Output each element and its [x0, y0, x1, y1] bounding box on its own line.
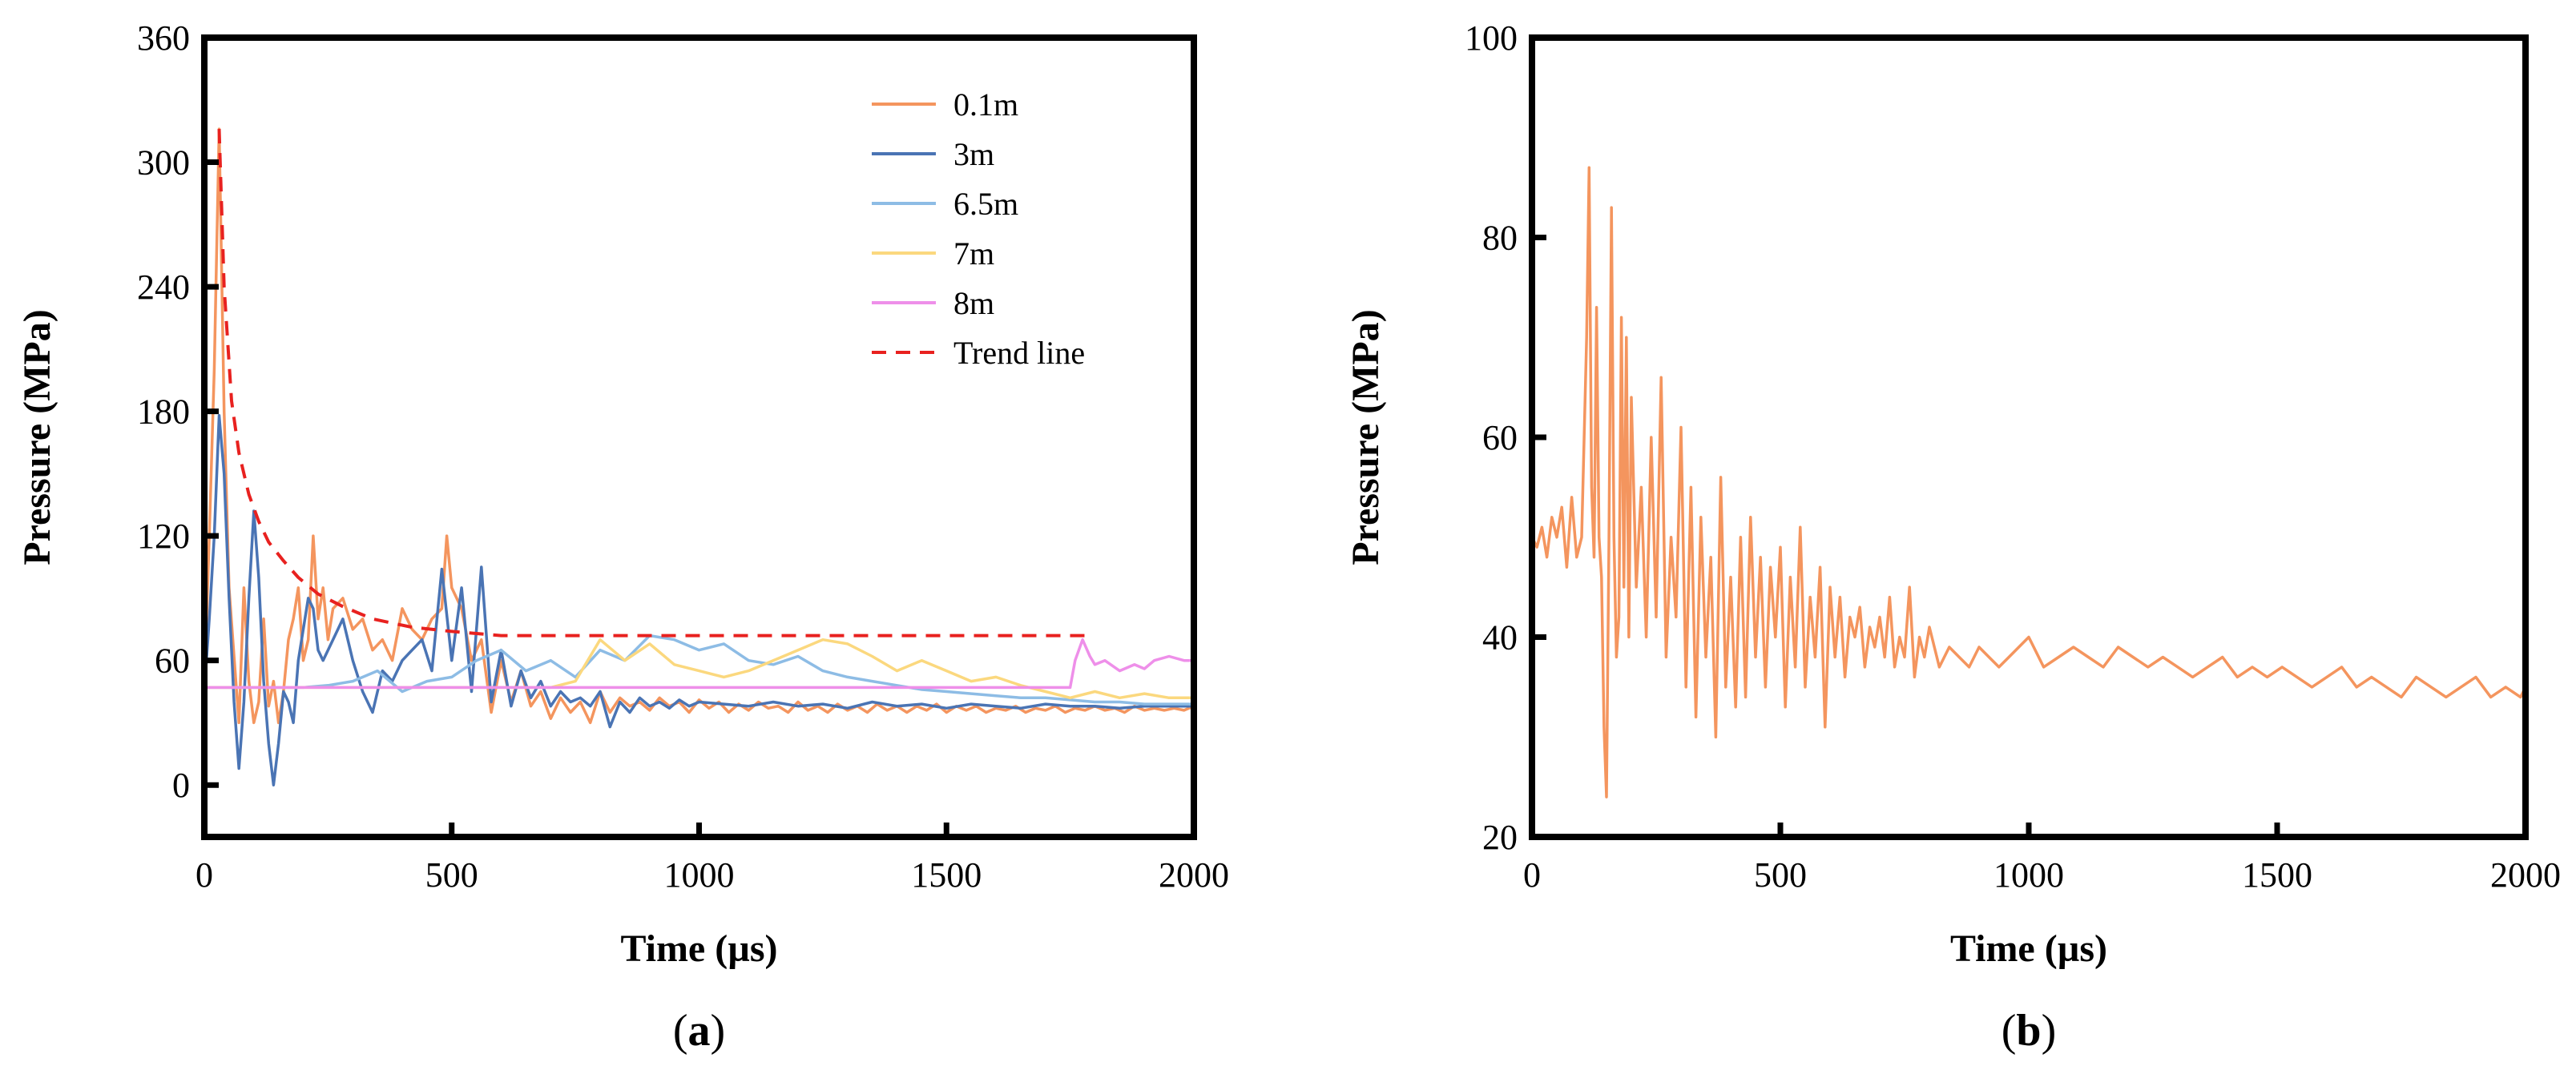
series-line-pressure [1532, 166, 2526, 798]
caption-close-paren: ) [2042, 1006, 2057, 1056]
legend: 0.1m 3m 6.5m 7m 8m Trend line [872, 86, 1085, 371]
x-tick-label: 1500 [911, 855, 982, 895]
series-group [1532, 166, 2526, 798]
y-tick-label: 80 [1482, 219, 1518, 258]
caption-close-paren: ) [711, 1006, 726, 1056]
caption-open-paren: ( [2002, 1006, 2017, 1056]
legend-label: Trend line [953, 335, 1085, 371]
series-line-trend-line [217, 129, 1086, 638]
y-tick-label: 120 [137, 517, 190, 556]
y-tick-label: 180 [137, 392, 190, 432]
panel-caption: (a) [673, 1006, 725, 1056]
legend-label: 8m [953, 285, 994, 321]
legend-label: 6.5m [953, 186, 1018, 222]
series-group [204, 127, 1194, 786]
y-tick-label: 0 [172, 766, 190, 805]
chart-panel-a: 0 500 1000 1500 2000 0 60 120 180 240 300 360 Time (… [16, 18, 1229, 1056]
series-line-7m [204, 638, 1194, 700]
caption-letter: a [688, 1006, 711, 1056]
series-line-0-1m [204, 127, 1194, 725]
x-tick-label: 1000 [664, 855, 735, 895]
y-tick-label: 60 [155, 642, 190, 681]
chart-panel-b: 0 500 1000 1500 2000 20 40 60 80 100 Time (µs) Pres… [1344, 18, 2561, 1056]
x-tick-label: 0 [196, 855, 213, 895]
x-tick-label: 1000 [1993, 855, 2064, 895]
series-line-8m [204, 638, 1194, 690]
caption-open-paren: ( [673, 1006, 688, 1056]
x-tick-label: 1500 [2242, 855, 2312, 895]
y-tick-label: 240 [137, 267, 190, 307]
x-tick-label: 0 [1523, 855, 1541, 895]
x-tick-label: 500 [425, 855, 478, 895]
x-tick-label: 500 [1754, 855, 1807, 895]
legend-label: 0.1m [953, 86, 1018, 123]
panel-caption: (b) [2002, 1006, 2056, 1056]
x-tick-label: 2000 [2490, 855, 2561, 895]
legend-label: 3m [953, 136, 994, 172]
y-axis-title: Pressure (MPa) [16, 309, 58, 565]
y-tick-label: 40 [1482, 618, 1518, 658]
x-axis-title: Time (µs) [620, 927, 777, 970]
x-tick-label: 2000 [1159, 855, 1229, 895]
caption-letter: b [2016, 1006, 2041, 1056]
y-tick-label: 20 [1482, 818, 1518, 857]
y-tick-label: 60 [1482, 418, 1518, 457]
y-tick-label: 300 [137, 143, 190, 183]
series-line-3m [204, 414, 1194, 786]
legend-label: 7m [953, 235, 994, 272]
x-axis-title: Time (µs) [1950, 927, 2107, 970]
y-axis-title: Pressure (MPa) [1344, 309, 1387, 565]
y-tick-label: 360 [137, 18, 190, 58]
y-tick-label: 100 [1465, 18, 1518, 58]
